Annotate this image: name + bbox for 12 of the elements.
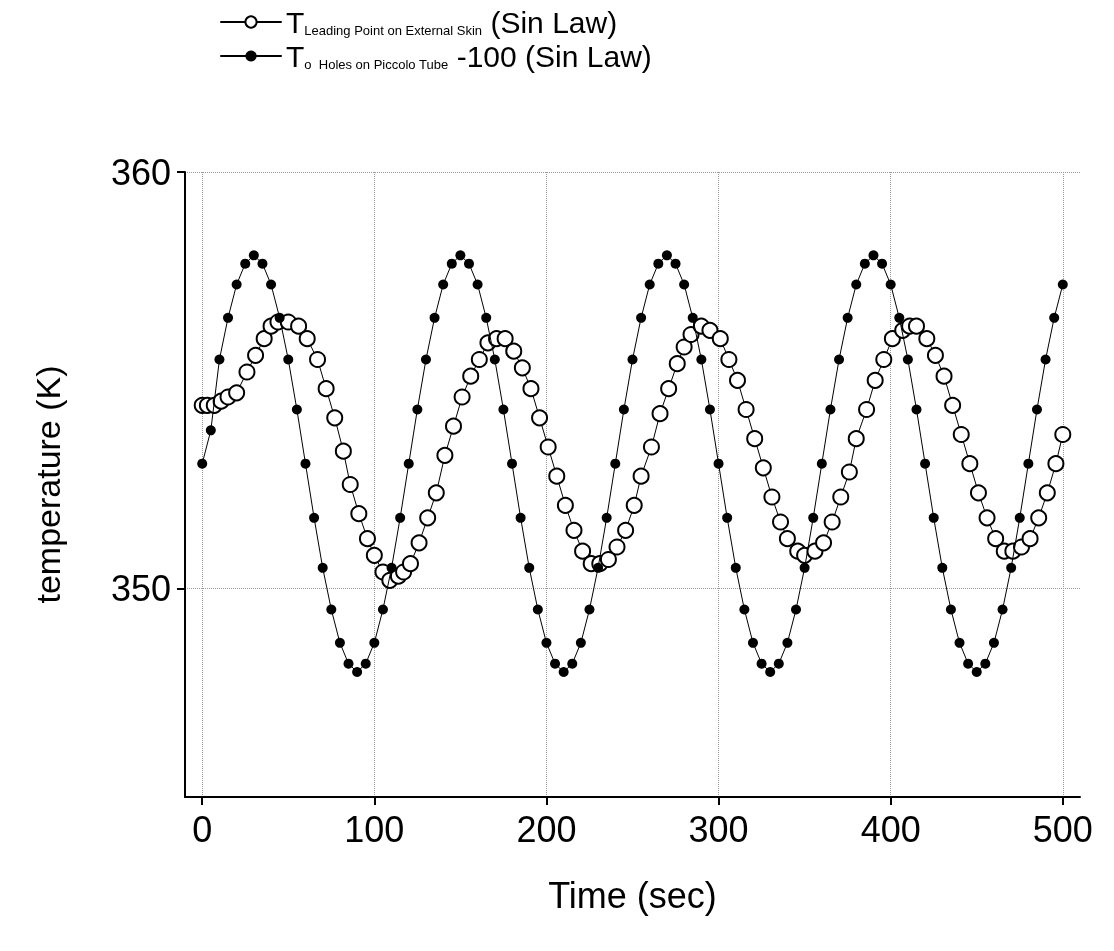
x-axis-title: Time (sec) [548, 874, 717, 916]
legend-label: To Holes on Piccolo Tube -100 (Sin Law) [286, 39, 652, 73]
y-axis-title: temperature (K) [29, 365, 67, 604]
x-tick-label: 500 [1032, 808, 1093, 850]
y-tick-label: 350 [110, 568, 171, 610]
x-tick-label: 300 [688, 808, 749, 850]
legend-label: TLeading Point on External Skin (Sin Law) [286, 5, 618, 39]
x-tick-label: 400 [860, 808, 921, 850]
x-tick-label: 200 [516, 808, 577, 850]
x-tick-label: 100 [344, 808, 405, 850]
y-tick-label: 360 [110, 151, 171, 193]
x-tick-label: 0 [192, 808, 213, 850]
